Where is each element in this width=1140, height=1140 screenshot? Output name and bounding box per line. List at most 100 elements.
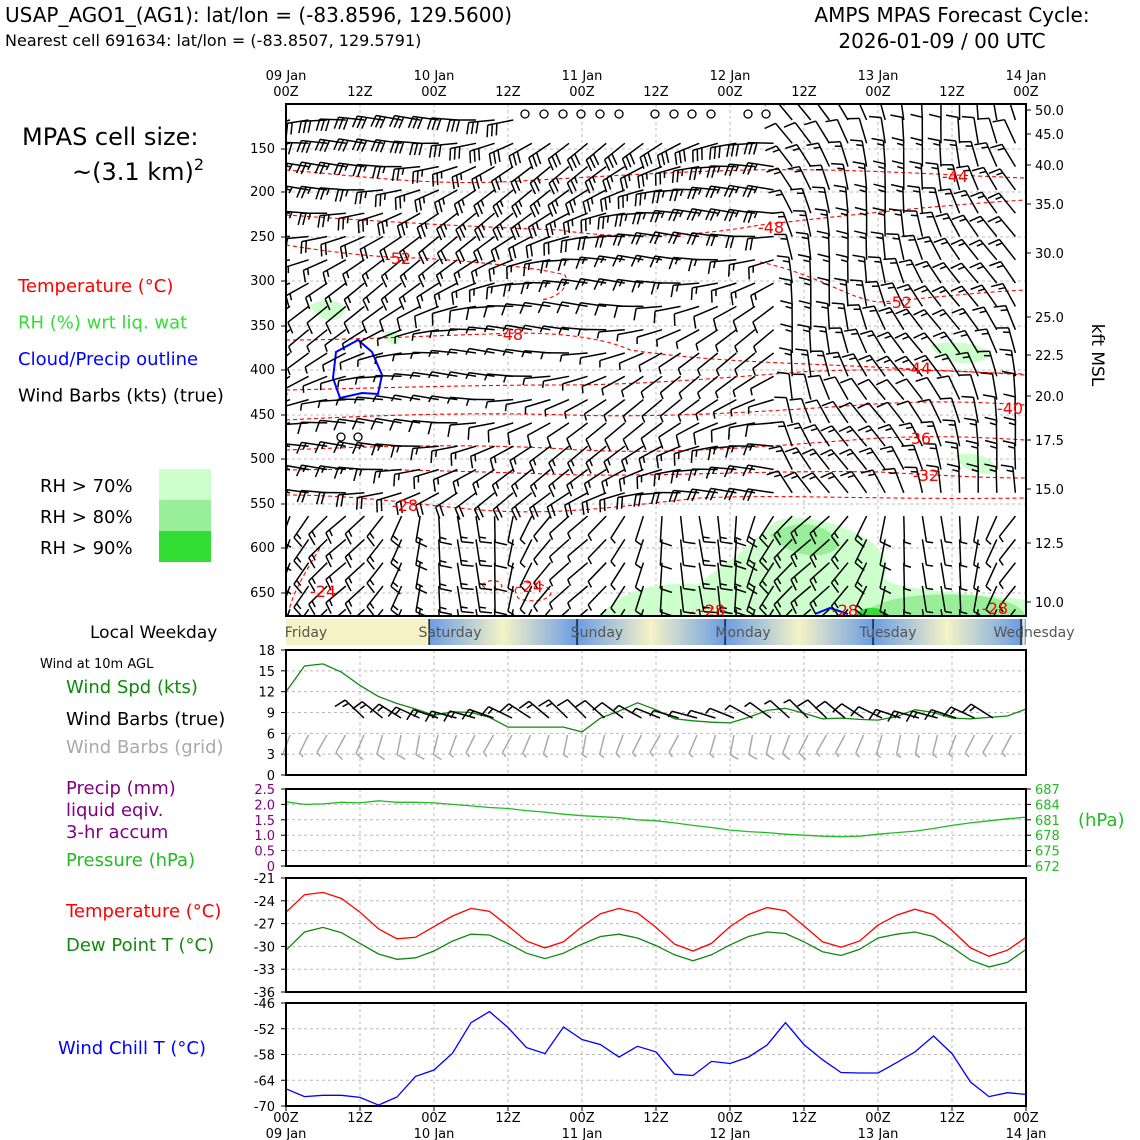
upper-barb	[566, 422, 589, 450]
upper-barb	[898, 422, 924, 447]
upper-barb	[634, 562, 645, 592]
calm-circle	[669, 109, 679, 119]
upper-barb	[734, 352, 756, 377]
upper-barb	[566, 166, 589, 195]
kft-tick-label: 40.0	[1035, 159, 1064, 174]
rh-legend: RH > 70% RH > 80% RH > 90%	[40, 469, 211, 562]
weekday-segment	[725, 619, 874, 645]
upper-barb	[743, 141, 774, 155]
upper-barb	[679, 539, 696, 568]
upper-barb	[519, 562, 533, 592]
contour-label: -48	[497, 325, 523, 344]
upper-barb	[990, 143, 1017, 167]
upper-barb	[1003, 416, 1017, 447]
upper-barb	[675, 422, 700, 448]
upper-barb	[612, 278, 644, 291]
upper-barb	[390, 445, 421, 458]
true-barb	[705, 707, 735, 719]
upper-barb	[953, 189, 979, 214]
upper-barb	[529, 166, 551, 195]
upper-barb	[913, 309, 942, 331]
rh-region-low-1	[670, 517, 1026, 616]
upper-barb	[610, 562, 626, 591]
upper-barb	[343, 282, 365, 311]
upper-barb	[712, 305, 737, 331]
upper-barb	[839, 448, 868, 470]
cell-size-value: ~(3.1 km)2	[72, 155, 204, 186]
upper-barb	[974, 142, 998, 167]
upper-barb	[835, 253, 849, 284]
upper-barb	[987, 238, 1016, 261]
bottom-hour-label: 12Z	[347, 1111, 373, 1126]
upper-barb	[394, 189, 421, 210]
upper-barb	[415, 562, 428, 594]
upper-barb	[393, 468, 421, 487]
upper-barb	[546, 422, 570, 449]
upper-barb	[998, 515, 1016, 543]
upper-barb	[847, 117, 868, 144]
upper-barb	[409, 351, 439, 360]
upper-barb	[774, 396, 793, 424]
upper-barb	[783, 121, 812, 144]
upper-barb	[965, 440, 979, 470]
upper-barb	[557, 258, 588, 271]
upper-barb	[692, 142, 719, 163]
upper-barb	[785, 143, 812, 168]
upper-barb	[752, 305, 775, 334]
upper-barb	[641, 399, 663, 423]
upper-barb	[717, 539, 733, 568]
upper-barb	[325, 305, 347, 335]
upper-barb	[795, 231, 812, 260]
upper-barb	[465, 305, 495, 321]
calm-circle	[614, 109, 624, 119]
upper-barb	[776, 371, 793, 400]
top-hour-label: 12Z	[347, 85, 373, 100]
grid-barbs-label: Wind Barbs (grid)	[66, 737, 224, 758]
contour-label: -52	[385, 249, 411, 268]
upper-barb	[325, 585, 347, 614]
true-barb	[686, 709, 716, 719]
upper-barb	[961, 395, 979, 424]
grid-barb	[765, 734, 775, 761]
upper-barb	[603, 142, 626, 171]
upper-barb	[438, 539, 453, 569]
upper-barb	[883, 257, 905, 284]
upper-barb	[742, 184, 774, 198]
upper-barb	[869, 115, 886, 144]
upper-barb	[391, 352, 421, 362]
upper-barb	[475, 609, 478, 616]
upper-barb	[519, 585, 533, 615]
true-barb	[538, 699, 569, 719]
upper-barb	[491, 468, 514, 497]
upper-barb	[879, 445, 905, 470]
upper-barb	[319, 608, 328, 616]
true-barb	[461, 708, 494, 720]
grid-barb	[316, 734, 328, 758]
upper-barb	[650, 282, 681, 295]
upper-barb	[355, 492, 384, 510]
upper-barb	[758, 515, 775, 548]
upper-barb	[366, 515, 384, 547]
y-tick-label: 0	[267, 769, 275, 784]
upper-barb	[456, 562, 474, 591]
upper-barb	[742, 210, 774, 224]
upper-barb	[880, 104, 886, 121]
upper-barb	[370, 139, 402, 153]
upper-barb	[548, 166, 570, 195]
upper-barb	[844, 328, 868, 354]
upper-barb	[293, 538, 310, 571]
upper-barb	[903, 609, 905, 616]
upper-barb	[658, 352, 682, 375]
upper-barb	[773, 562, 793, 593]
upper-barb	[709, 142, 737, 160]
upper-barb	[928, 113, 942, 144]
upper-barb	[825, 118, 849, 144]
upper-barb	[926, 464, 942, 493]
upper-barb	[790, 515, 812, 545]
upper-barb	[519, 515, 533, 545]
upper-barb	[987, 192, 1016, 214]
right-axis-label: kft MSL	[1087, 324, 1107, 387]
calm-circle	[336, 432, 346, 442]
upper-barb	[896, 400, 924, 424]
calm-circle	[558, 109, 568, 119]
